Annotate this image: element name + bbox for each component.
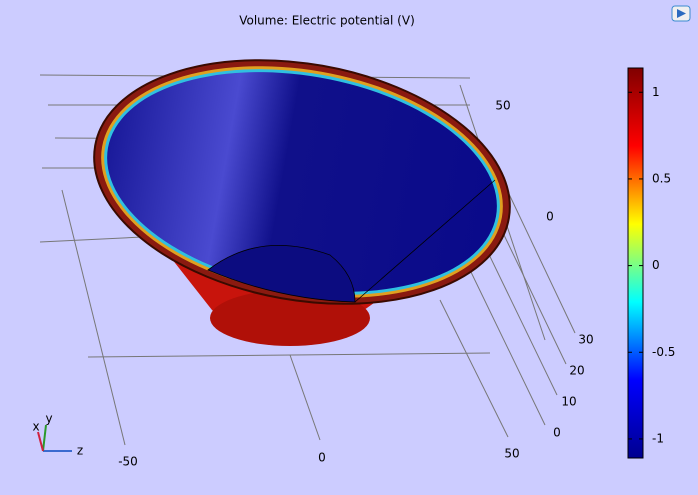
grid-line [61, 189, 126, 446]
colorbar-tick-label: 0 [652, 258, 660, 272]
chart-title: Volume: Electric potential (V) [239, 14, 415, 28]
axis-tick-label: 50 [504, 447, 519, 461]
colorbar-tick-label: -0.5 [652, 345, 675, 359]
grid-line [499, 174, 576, 334]
triad-label: z [77, 444, 83, 458]
colorbar-tick-label: -1 [652, 431, 664, 445]
triad-label: y [45, 412, 52, 426]
axis-tick-label: 0 [553, 426, 561, 440]
axis-tick-label: -50 [118, 455, 138, 469]
logo [671, 5, 691, 22]
axis-tick-label: 50 [495, 99, 510, 113]
grid-line [439, 299, 509, 438]
grid-line [469, 269, 546, 426]
axis-tick-label: 0 [546, 210, 554, 224]
colorbar [627, 67, 644, 459]
colorbar-ticks: -1 -0.5 0 0.5 1 [628, 85, 675, 445]
axis-tick-label: 0 [318, 451, 326, 465]
grid-line [289, 354, 321, 441]
triad-label: x [32, 420, 39, 434]
colorbar-tick-label: 0.5 [652, 171, 671, 185]
box-edge [87, 352, 491, 358]
axis-tick-label: 20 [569, 364, 584, 378]
axis-tick-label: 30 [578, 333, 593, 347]
colorbar-tick-label: 1 [652, 85, 660, 99]
grid-line [481, 239, 558, 396]
axis-tick-label: 10 [561, 395, 576, 409]
cone [93, 59, 511, 346]
triad [37, 424, 72, 452]
